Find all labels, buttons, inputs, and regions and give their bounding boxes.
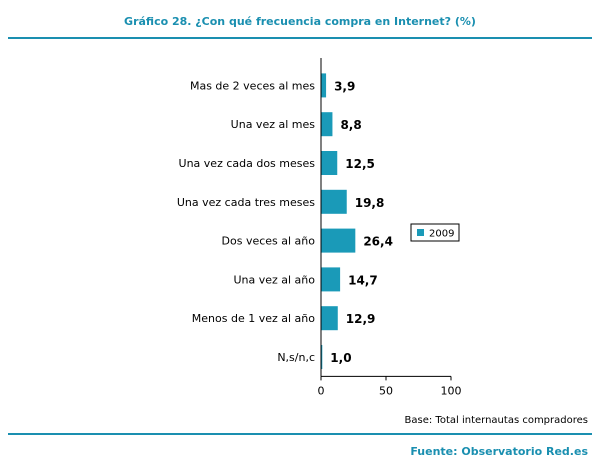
data-label: 8,8 [340,118,361,132]
x-tick-label: 100 [441,384,462,397]
source-note: Fuente: Observatorio Red.es [410,445,588,458]
legend-swatch [417,229,424,236]
x-tick-label: 0 [318,384,325,397]
bar [321,189,347,214]
data-label: 26,4 [363,235,393,249]
x-tick-label: 50 [379,384,393,397]
data-label: 12,9 [346,312,376,326]
bar [321,306,338,331]
category-label: Dos veces al año [222,235,316,248]
data-label: 12,5 [345,157,375,171]
bar [321,73,327,98]
bar [321,267,341,292]
category-label: Menos de 1 vez al año [192,312,315,325]
category-label: Una vez al año [233,273,315,286]
category-label: N,s/n,c [277,351,315,364]
bar [321,151,338,175]
base-note: Base: Total internautas compradores [404,415,588,426]
data-label: 3,9 [334,79,355,93]
data-label: 19,8 [355,196,385,210]
data-label: 1,0 [330,351,351,365]
category-label: Una vez cada dos meses [179,157,316,170]
category-label: Mas de 2 veces al mes [190,79,315,92]
category-label: Una vez cada tres meses [177,196,315,209]
bar [321,228,356,253]
bar [321,345,323,369]
chart-title: Gráfico 28. ¿Con qué frecuencia compra e… [124,15,476,28]
data-label: 14,7 [348,273,378,287]
top-divider [8,37,592,39]
legend-label: 2009 [429,229,454,240]
legend-box [410,223,460,242]
category-label: Una vez al mes [231,118,316,131]
bottom-divider [8,433,592,435]
bar [321,112,333,137]
